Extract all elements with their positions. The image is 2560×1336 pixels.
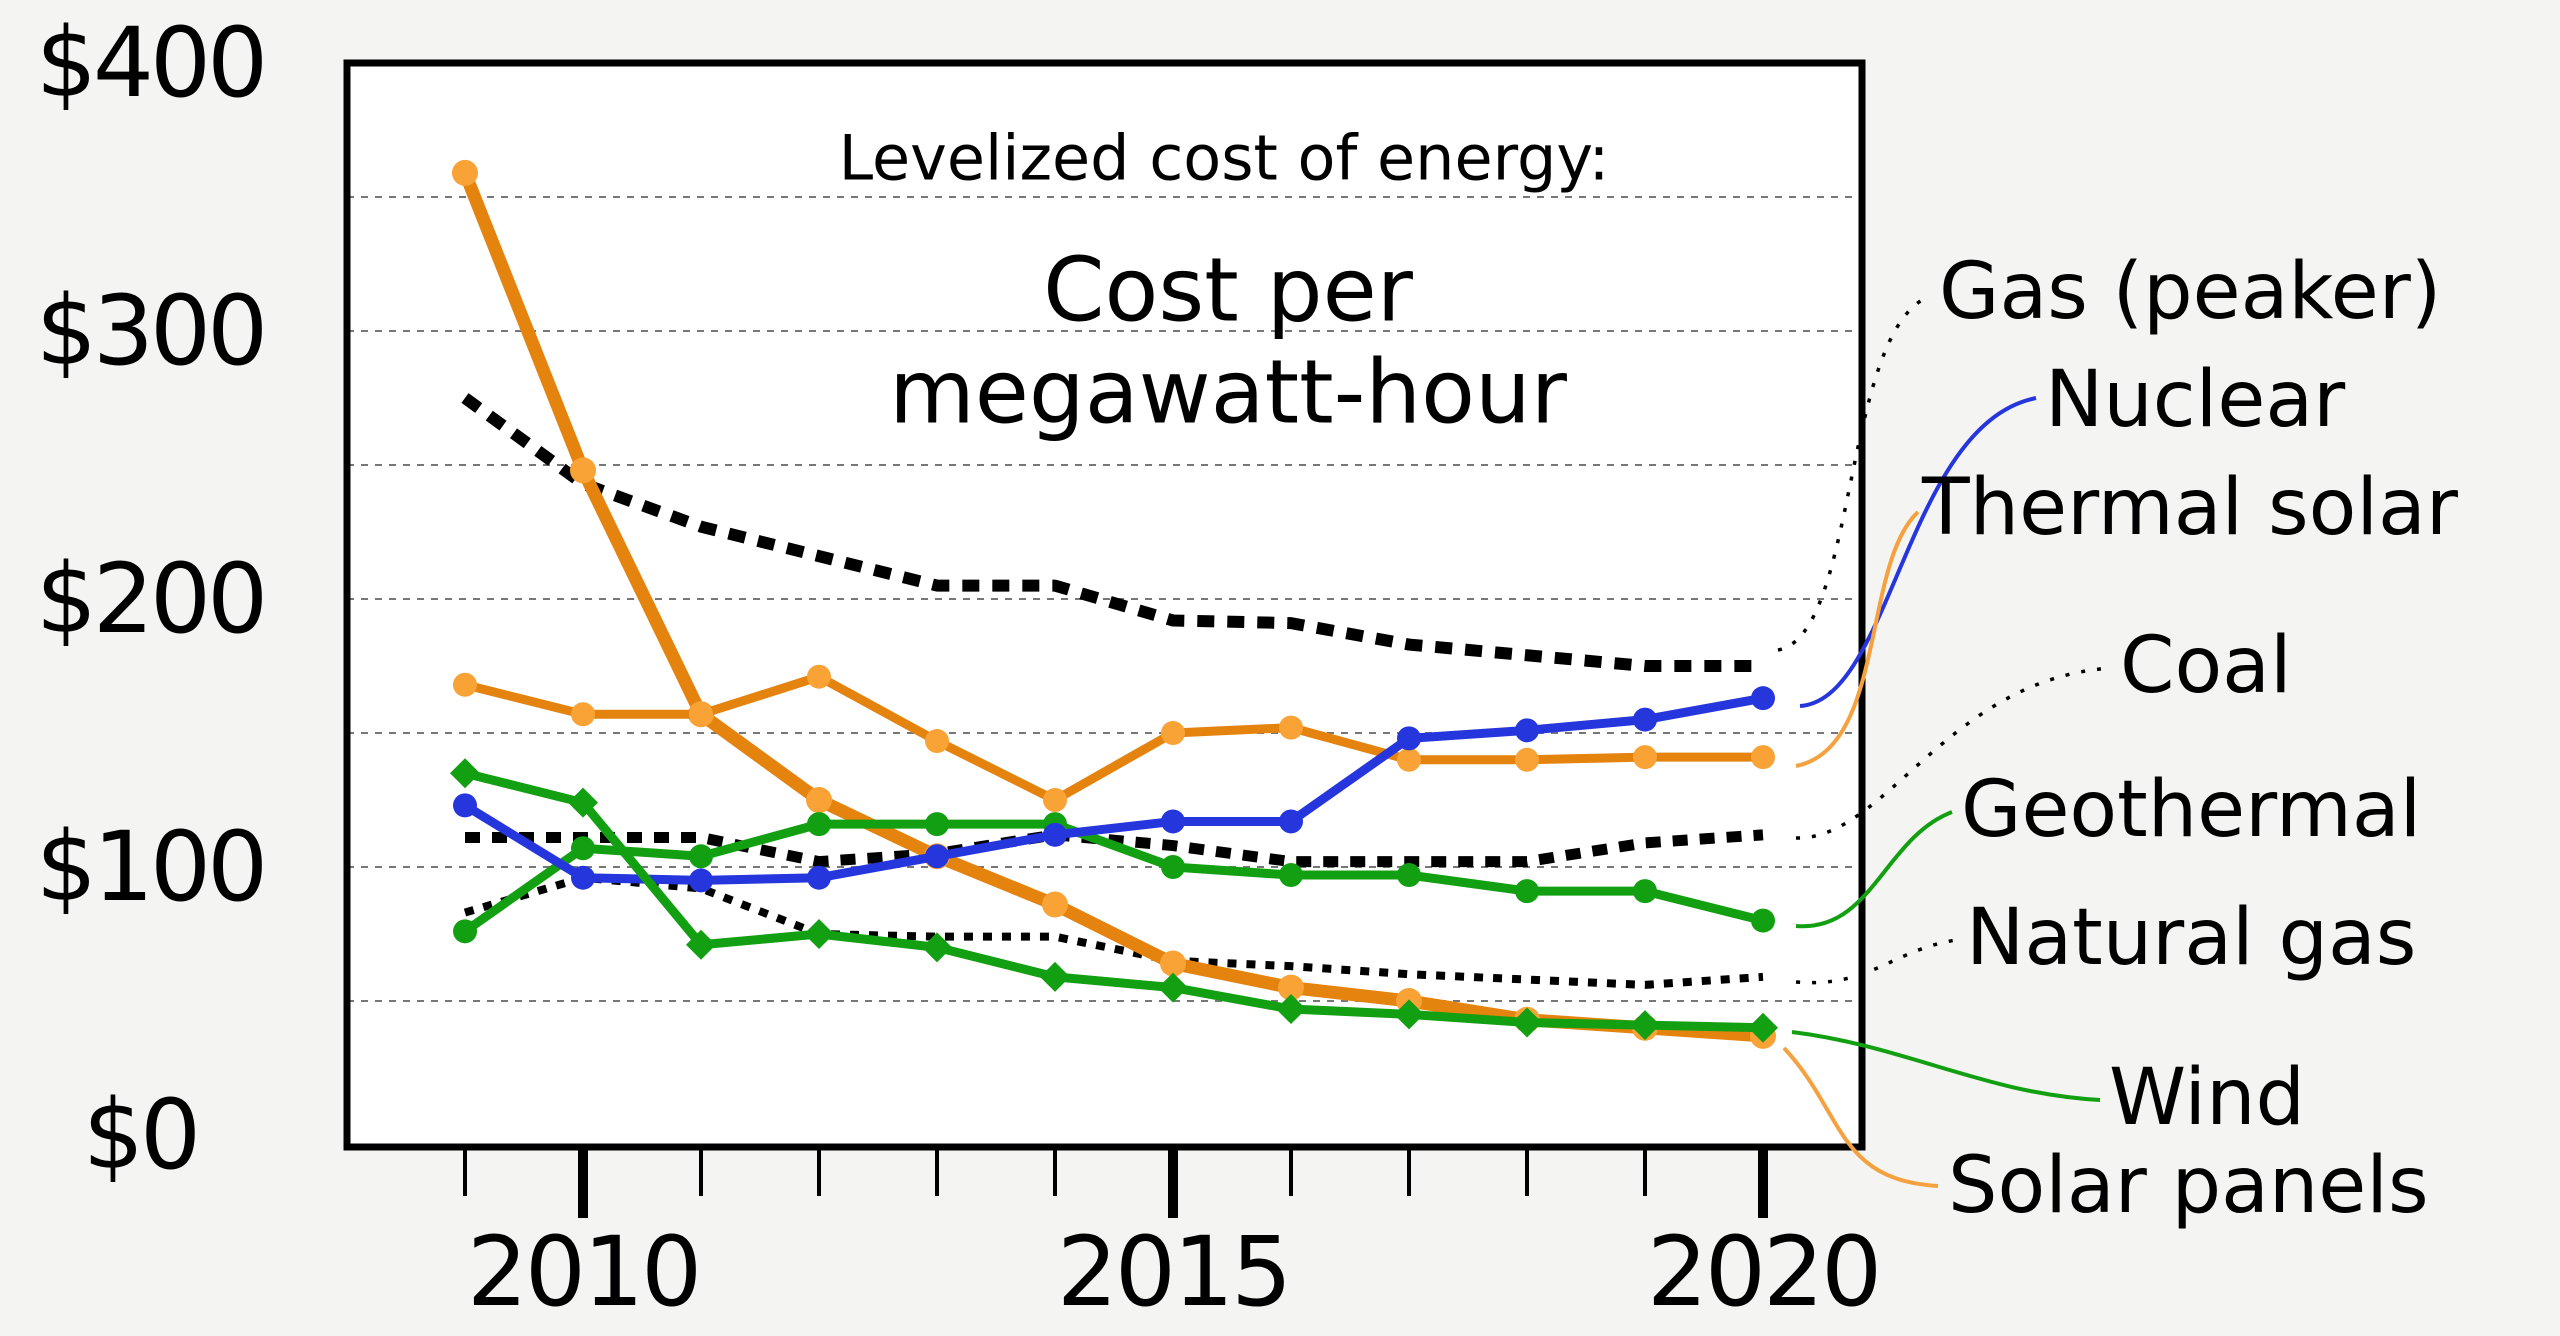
marker-thermal_solar <box>807 664 831 689</box>
marker-nuclear <box>1043 822 1067 847</box>
marker-geothermal <box>1279 863 1303 888</box>
marker-geothermal <box>1161 855 1185 879</box>
marker-solar_pv <box>806 787 832 813</box>
leader-line-gas_peaker <box>1777 294 1931 652</box>
marker-wind <box>1276 994 1306 1025</box>
marker-wind <box>1512 1007 1542 1038</box>
series-line-thermal_solar <box>463 672 1763 805</box>
marker-thermal_solar <box>1633 745 1657 770</box>
legend-label-solar-panels: Solar panels <box>1948 1141 2429 1231</box>
x-tick-2010: 2010 <box>467 1216 699 1328</box>
marker-thermal_solar <box>1515 747 1539 772</box>
marker-thermal_solar <box>453 672 477 697</box>
marker-geothermal <box>1397 863 1421 888</box>
marker-thermal_solar <box>1279 715 1303 740</box>
series-line-wind <box>463 768 1764 1033</box>
marker-wind <box>1748 1012 1778 1043</box>
y-tick-400: $400 <box>36 7 264 119</box>
marker-thermal_solar <box>1043 788 1067 812</box>
marker-wind <box>686 929 716 960</box>
marker-thermal_solar <box>571 702 595 727</box>
leader-line-nuclear <box>1799 396 2037 708</box>
chart-subtitle: Levelized cost of energy: <box>839 122 1610 195</box>
marker-nuclear <box>925 844 949 869</box>
marker-thermal_solar <box>925 729 949 754</box>
marker-nuclear <box>571 865 595 890</box>
marker-nuclear <box>807 865 831 890</box>
marker-nuclear <box>689 868 713 893</box>
plot-area <box>347 63 1862 1147</box>
legend-leader-lines <box>1777 294 2113 1188</box>
leader-line-natural_gas <box>1795 938 1957 985</box>
marker-wind <box>1394 999 1424 1030</box>
leader-line-solar_pv <box>1782 1046 1939 1188</box>
legend-label-gas-peaker: Gas (peaker) <box>1939 247 2441 337</box>
marker-solar_pv <box>1278 974 1304 1001</box>
y-tick-100: $100 <box>36 811 264 923</box>
leader-line-wind <box>1791 1030 2101 1102</box>
marker-geothermal <box>807 812 831 837</box>
marker-wind <box>450 758 480 789</box>
leader-line-geothermal <box>1795 810 1953 929</box>
legend-label-coal: Coal <box>2120 621 2292 711</box>
marker-nuclear <box>1515 718 1539 743</box>
marker-nuclear <box>1397 726 1421 751</box>
legend-label-geothermal: Geothermal <box>1961 765 2421 855</box>
series-line-coal <box>465 829 1764 868</box>
y-tick-200: $200 <box>36 543 264 655</box>
marker-geothermal <box>689 844 713 869</box>
marker-wind <box>922 932 952 963</box>
gridlines <box>347 196 1862 1002</box>
marker-solar_pv <box>452 159 478 186</box>
leader-line-coal <box>1795 666 2113 840</box>
marker-nuclear <box>453 793 477 818</box>
marker-solar_pv <box>1042 891 1068 918</box>
marker-geothermal <box>453 919 477 944</box>
legend-label-thermal-solar: Thermal solar <box>1921 463 2459 553</box>
chart-title-line1: Cost per <box>1043 239 1414 342</box>
series-line-geothermal <box>462 819 1765 935</box>
legend-label-nuclear: Nuclear <box>2045 355 2346 445</box>
marker-thermal_solar <box>1397 747 1421 772</box>
marker-solar_pv <box>1160 950 1186 977</box>
y-tick-0: $0 <box>83 1079 197 1191</box>
marker-nuclear <box>1633 707 1657 732</box>
marker-wind <box>1158 972 1188 1003</box>
marker-wind <box>1630 1010 1660 1041</box>
marker-wind <box>804 919 834 949</box>
marker-thermal_solar <box>1751 745 1775 770</box>
marker-geothermal <box>1633 879 1657 904</box>
leader-line-thermal_solar <box>1795 510 1920 768</box>
x-axis-ticks <box>463 1150 1768 1218</box>
legend-label-wind: Wind <box>2109 1053 2305 1143</box>
marker-solar_pv <box>570 457 596 484</box>
marker-nuclear <box>1279 809 1303 834</box>
marker-geothermal <box>1515 879 1539 904</box>
legend-label-natural-gas: Natural gas <box>1966 893 2416 983</box>
x-tick-2015: 2015 <box>1057 1216 1289 1328</box>
series-line-nuclear <box>462 693 1764 885</box>
chart-title-line2: megawatt-hour <box>889 341 1568 444</box>
y-tick-300: $300 <box>36 275 264 387</box>
series-line-gas_peaker <box>461 393 1763 672</box>
marker-geothermal <box>925 812 949 837</box>
marker-nuclear <box>1161 809 1185 834</box>
marker-thermal_solar <box>689 702 713 727</box>
marker-geothermal <box>1751 908 1775 933</box>
marker-wind <box>568 787 598 818</box>
marker-thermal_solar <box>1161 721 1185 745</box>
marker-wind <box>1040 961 1070 992</box>
plot-border <box>343 59 1866 1151</box>
marker-nuclear <box>1751 686 1775 711</box>
x-tick-2020: 2020 <box>1647 1216 1879 1328</box>
data-series <box>450 159 1778 1049</box>
marker-geothermal <box>571 836 595 861</box>
